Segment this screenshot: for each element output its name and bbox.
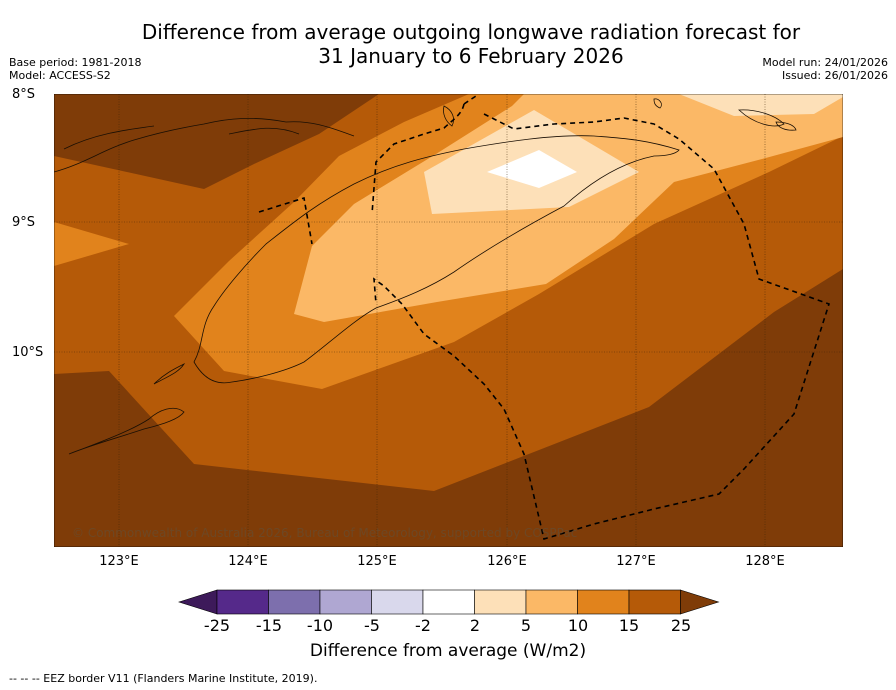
anomaly-band-above-25-north <box>54 94 379 189</box>
lon-label-127e: 127°E <box>616 554 656 569</box>
colorbar <box>178 589 720 615</box>
colorbar-swatch-4 <box>371 589 424 615</box>
colorbar-title: Difference from average (W/m2) <box>309 641 587 661</box>
issued-text: Issued: 26/01/2026 <box>781 69 888 82</box>
colorbar-tick-minus10: -10 <box>306 616 334 635</box>
meta-right: Model run: 24/01/2026 Issued: 26/01/2026 <box>762 56 888 82</box>
title-line-2: 31 January to 6 February 2026 <box>318 44 624 68</box>
lon-label-123e: 123°E <box>99 554 139 569</box>
colorbar-tick-5: 5 <box>520 616 532 635</box>
colorbar-extend-high <box>680 589 720 615</box>
colorbar-swatch-3 <box>319 589 372 615</box>
colorbar-tick-10: 10 <box>567 616 589 635</box>
anomaly-band-5-10 <box>294 94 843 322</box>
copyright-text: © Commonwealth of Australia 2026, Bureau… <box>72 526 577 540</box>
anomaly-band-neutral <box>487 150 577 188</box>
lon-label-125e: 125°E <box>357 554 397 569</box>
lat-label-9s: 9°S <box>12 215 36 230</box>
colorbar-tick-minus2: -2 <box>415 616 431 635</box>
colorbar-tick-minus15: -15 <box>255 616 283 635</box>
sumba-west-timor-coast <box>68 363 186 455</box>
flores-alor-islands <box>54 117 355 173</box>
colorbar-swatch-5 <box>422 589 475 615</box>
colorbar-swatch-8 <box>577 589 630 615</box>
lon-label-128e: 128°E <box>745 554 785 569</box>
anomaly-band-above-25-south <box>54 269 843 547</box>
lon-label-126e: 126°E <box>487 554 527 569</box>
chart-title: Difference from average outgoing longwav… <box>0 20 896 68</box>
model-text: Model: ACCESS-S2 <box>9 69 111 82</box>
atauro-coastline <box>443 105 454 127</box>
colorbar-tick-15: 15 <box>618 616 640 635</box>
colorbar-tick-minus5: -5 <box>364 616 380 635</box>
base-period-text: Base period: 1981-2018 <box>9 56 142 69</box>
colorbar-swatch-2 <box>268 589 321 615</box>
model-run-text: Model run: 24/01/2026 <box>762 56 888 69</box>
lon-label-124e: 124°E <box>228 554 268 569</box>
colorbar-tick-minus25: -25 <box>203 616 231 635</box>
anomaly-band-10-15-west <box>54 222 129 266</box>
colorbar-swatch-6 <box>474 589 527 615</box>
lat-label-8s: 8°S <box>12 87 36 102</box>
colorbar-swatch-1 <box>216 589 269 615</box>
timor-coastline <box>193 135 680 384</box>
eez-border <box>258 94 830 541</box>
colorbar-extend-low <box>178 589 218 615</box>
colorbar-tick-25: 25 <box>670 616 692 635</box>
colorbar-swatch-9 <box>628 589 681 615</box>
meta-left: Base period: 1981-2018 Model: ACCESS-S2 <box>9 56 141 82</box>
map-panel: © Commonwealth of Australia 2026, Bureau… <box>54 94 843 547</box>
colorbar-swatch-7 <box>525 589 578 615</box>
colorbar-tick-2: 2 <box>469 616 481 635</box>
lat-label-10s: 10°S <box>12 345 44 360</box>
wetar-coastline <box>653 98 797 131</box>
title-line-1: Difference from average outgoing longwav… <box>141 20 801 44</box>
anomaly-band-2-5-northeast <box>679 94 843 116</box>
eez-footnote: -- -- -- EEZ border V11 (Flanders Marine… <box>9 672 318 685</box>
